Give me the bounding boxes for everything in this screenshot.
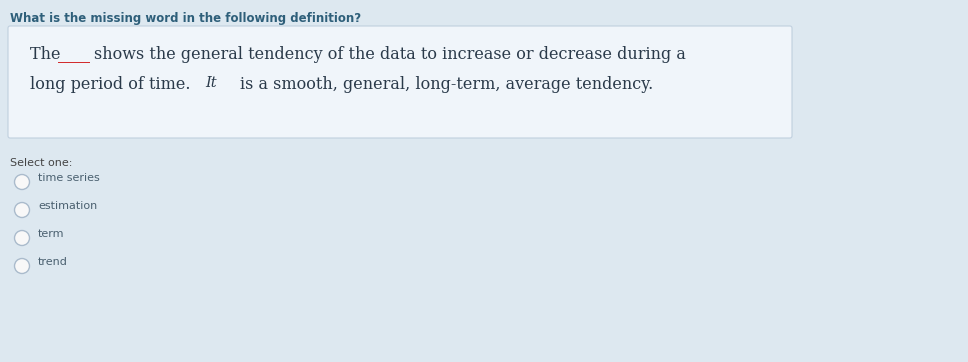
Text: estimation: estimation [38, 201, 97, 211]
Ellipse shape [15, 174, 29, 189]
Text: shows the general tendency of the data to increase or decrease during a: shows the general tendency of the data t… [94, 46, 686, 63]
Text: long period of time.: long period of time. [30, 76, 191, 93]
Text: ____: ____ [58, 46, 90, 63]
Text: time series: time series [38, 173, 100, 183]
Text: The: The [30, 46, 66, 63]
Ellipse shape [15, 258, 29, 274]
Ellipse shape [15, 231, 29, 245]
Text: It: It [205, 76, 217, 90]
Text: is a smooth, general, long-term, average tendency.: is a smooth, general, long-term, average… [240, 76, 653, 93]
Text: What is the missing word in the following definition?: What is the missing word in the followin… [10, 12, 361, 25]
Ellipse shape [15, 202, 29, 218]
Text: Select one:: Select one: [10, 158, 73, 168]
FancyBboxPatch shape [8, 26, 792, 138]
Text: trend: trend [38, 257, 68, 267]
Text: term: term [38, 229, 65, 239]
